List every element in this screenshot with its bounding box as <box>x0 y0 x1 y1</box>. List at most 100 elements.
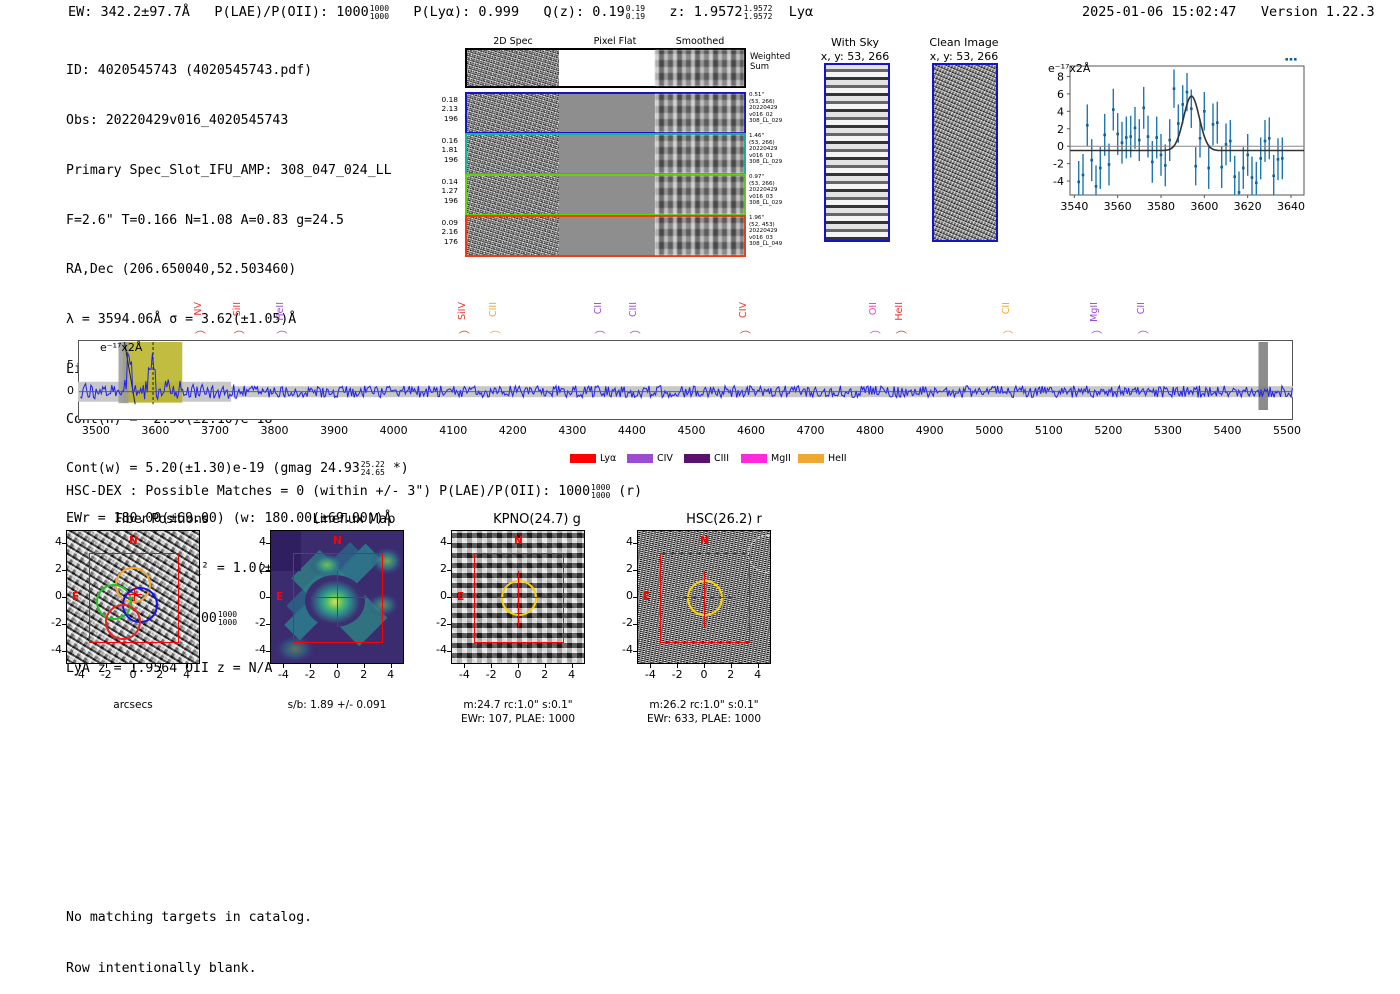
spec2d-row-pixelflat <box>559 94 655 132</box>
full-spectrum-x-tick: 5300 <box>1153 424 1182 437</box>
spec2d-row-pixelflat <box>559 176 655 214</box>
cutout-x-tickmark <box>363 664 365 668</box>
cutout-y-tickmark <box>266 650 270 652</box>
cutout-x-tickmark <box>133 664 134 668</box>
ifu-footprint-box <box>89 553 179 643</box>
cutout-y-tickmark <box>633 597 637 598</box>
header-z-label: z: 1.9572 <box>669 4 743 20</box>
info-redshifts: LyA z = 1.9564 OII z = N/A <box>66 660 273 676</box>
legend-swatch <box>627 454 653 463</box>
spec2d-row-meta: 0.97" (53, 266) 20220429 v016_03 308_LL_… <box>749 174 783 207</box>
svg-text:2: 2 <box>1057 123 1064 136</box>
emission-line-label: CIV <box>737 302 749 318</box>
cutout-y-tick: 2 <box>626 562 633 576</box>
target-marker-h <box>678 597 734 599</box>
emission-line-tick: ⌒ <box>1137 330 1149 343</box>
spec2d-fiber-row <box>465 92 746 134</box>
cutout-x-tick: -2 <box>485 668 497 681</box>
cutout-x-tickmark <box>186 664 188 668</box>
legend-item: MgII <box>741 453 791 464</box>
full-spectrum-x-tick: 4900 <box>915 424 944 437</box>
fiber-positions-image: N E <box>66 530 200 664</box>
cutout-y-tick: -4 <box>622 642 633 656</box>
cutout-y-tick: -2 <box>51 615 62 629</box>
hsc-dex-summary: HSC-DEX : Possible Matches = 0 (within +… <box>66 484 642 500</box>
cutout-x-tickmark <box>757 664 759 668</box>
east-label: E <box>457 591 465 603</box>
spec2d-row-pixelflat <box>559 135 655 173</box>
cutout-x-tickmark <box>390 664 392 668</box>
cutout-x-tickmark <box>491 664 493 668</box>
cutout-y-tick: -2 <box>255 615 266 629</box>
lineflux-map-image: N E <box>270 530 404 664</box>
emission-line-tick: ⌒ <box>594 330 606 343</box>
cutout-y-tick: 0 <box>440 589 447 602</box>
svg-text:-4: -4 <box>1053 175 1064 188</box>
cutout-y-tickmark <box>633 570 637 572</box>
cutout-title-kpno-g: KPNO(24.7) g <box>493 512 581 527</box>
spec2d-fiber-row <box>465 215 746 257</box>
cutout-x-tick: 4 <box>183 668 191 681</box>
cutout-x-tick: -4 <box>644 668 656 681</box>
cutout-y-tick: 2 <box>440 562 447 576</box>
full-spectrum-x-tick: 4100 <box>439 424 468 437</box>
info-plae-fraction: 1000 1000 <box>217 609 238 627</box>
spec2d-ws-pixelflat <box>559 50 655 86</box>
emission-line-label: SiII <box>231 302 243 317</box>
spec2d-weighted-sum-row <box>465 48 746 88</box>
cutout-y-tickmark <box>62 597 66 598</box>
legend-swatch <box>684 454 710 463</box>
cutout-x-tickmark <box>283 664 285 668</box>
emission-line-label: HeII <box>274 302 286 321</box>
cutout-y-tickmark <box>266 597 270 598</box>
ifu-footprint-box <box>660 553 750 643</box>
full-spectrum-x-tick: 5100 <box>1034 424 1063 437</box>
cutout-x-tick: 0 <box>514 668 522 681</box>
emission-line-tick: ⌒ <box>276 330 288 343</box>
cutout-title-lineflux-map: Lineflux Map <box>312 512 396 527</box>
cutout-y-tick: -2 <box>622 615 633 629</box>
spec2d-row-smoothed <box>655 176 744 214</box>
emission-line-tick: ⌒ <box>629 330 641 343</box>
cutout-y-tickmark <box>447 623 451 625</box>
emission-line-tick: ⌒ <box>1091 330 1103 343</box>
cutout-x-tick: 2 <box>727 668 735 681</box>
legend-item: HeII <box>798 453 847 464</box>
cutout-y-tickmark <box>447 650 451 652</box>
cutout-x-tickmark <box>337 664 338 668</box>
north-label: N <box>129 535 138 547</box>
cutout-x-tick: 2 <box>156 668 164 681</box>
svg-text:0: 0 <box>1057 140 1064 153</box>
emission-line-label: CII <box>1000 302 1012 315</box>
cutout-y-tickmark <box>633 543 637 545</box>
cutout-caption-signal-background: s/b: 1.89 +/- 0.091 <box>287 699 387 711</box>
cutout-caption-hsc-ewr: EWr: 633, PLAE: 1000 <box>646 713 762 725</box>
clean-image-subtitle: x, y: 53, 266 <box>929 50 999 63</box>
full-spectrum-x-tick: 5400 <box>1213 424 1242 437</box>
legend-swatch <box>570 454 596 463</box>
target-marker-h <box>492 597 548 599</box>
cutout-x-tickmark <box>544 664 546 668</box>
cutout-y-tickmark <box>633 650 637 652</box>
full-spectrum-x-tick: 4800 <box>856 424 885 437</box>
legend-label: HeII <box>828 453 847 464</box>
cutout-y-tick: 4 <box>626 535 633 549</box>
emission-line-label: MgII <box>1089 302 1101 322</box>
spec2d-row-smoothed <box>655 94 744 132</box>
cutout-x-tickmark <box>571 664 573 668</box>
legend-label: MgII <box>771 453 791 464</box>
spec2d-row-2dspec <box>467 135 559 173</box>
target-marker-h <box>311 597 367 599</box>
emission-line-tick: ⌒ <box>1002 330 1014 343</box>
info-ewr: EWr = 180.00(±69.00) (w: 180.00(±69.00))… <box>66 511 392 527</box>
cutout-caption-arcsecs: arcsecs <box>113 699 153 711</box>
info-obs: Obs: 20220429v016_4020545743 <box>66 112 289 128</box>
full-spectrum-x-tick: 5200 <box>1094 424 1123 437</box>
emission-line-label: NV <box>192 302 204 316</box>
cutout-y-tickmark <box>266 543 270 545</box>
cutout-x-tick: 4 <box>568 668 576 681</box>
full-spectrum-x-tick: 4500 <box>677 424 706 437</box>
cutout-caption-hsc-mag: m:26.2 rc:1.0" s:0.1" <box>649 699 759 711</box>
spec2d-row-numbers: 0.16 1.81 196 <box>441 136 458 164</box>
cutout-y-tick: -2 <box>436 615 447 629</box>
